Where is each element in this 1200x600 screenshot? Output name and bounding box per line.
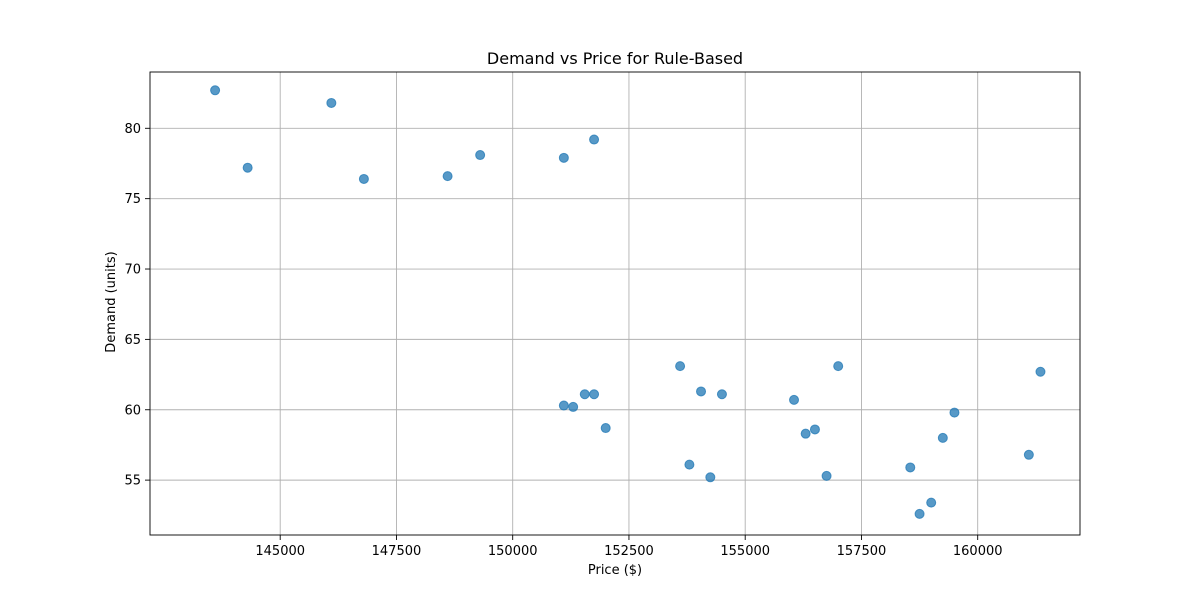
y-axis-label: Demand (units) xyxy=(104,251,119,352)
data-point xyxy=(716,389,727,400)
data-point xyxy=(1023,449,1034,460)
data-point xyxy=(705,472,716,483)
x-axis-label: Price ($) xyxy=(588,563,642,578)
y-tick-label: 80 xyxy=(124,122,141,137)
data-point xyxy=(675,361,686,372)
data-point xyxy=(789,394,800,405)
data-point xyxy=(475,150,486,161)
plot-frame xyxy=(149,71,1081,536)
data-point xyxy=(589,389,600,400)
chart-title: Demand vs Price for Rule-Based xyxy=(487,49,743,68)
x-tick-label: 147500 xyxy=(372,544,422,559)
y-axis-ticks: 55 60 65 70 75 80 xyxy=(124,122,150,489)
data-point xyxy=(949,407,960,418)
data-point xyxy=(210,85,221,96)
data-point xyxy=(1035,366,1046,377)
grid xyxy=(150,72,1080,535)
data-point xyxy=(558,152,569,163)
x-tick-label: 157500 xyxy=(837,544,887,559)
data-point xyxy=(579,389,590,400)
data-point xyxy=(558,400,569,411)
x-tick-label: 155000 xyxy=(720,544,770,559)
x-tick-label: 152500 xyxy=(604,544,654,559)
data-point xyxy=(800,428,811,439)
data-point xyxy=(568,401,579,412)
data-point xyxy=(821,470,832,481)
y-tick-label: 60 xyxy=(124,403,141,418)
y-tick-label: 65 xyxy=(124,333,141,348)
x-tick-label: 150000 xyxy=(488,544,538,559)
data-point xyxy=(358,173,369,184)
data-point xyxy=(589,134,600,145)
data-point xyxy=(905,462,916,473)
y-tick-label: 75 xyxy=(124,192,141,207)
data-point xyxy=(914,508,925,519)
data-point xyxy=(833,361,844,372)
data-points xyxy=(210,85,1046,519)
data-point xyxy=(926,497,937,508)
x-tick-label: 145000 xyxy=(255,544,305,559)
data-point xyxy=(696,386,707,397)
x-tick-label: 160000 xyxy=(953,544,1003,559)
y-tick-label: 70 xyxy=(124,263,141,278)
data-point xyxy=(937,432,948,443)
data-point xyxy=(600,423,611,434)
y-tick-label: 55 xyxy=(124,474,141,489)
data-point xyxy=(442,171,453,182)
data-point xyxy=(242,162,253,173)
data-point xyxy=(809,424,820,435)
data-point xyxy=(684,459,695,470)
data-point xyxy=(326,97,337,108)
x-axis-ticks: 145000 147500 150000 152500 155000 157500 1600… xyxy=(255,535,1003,559)
